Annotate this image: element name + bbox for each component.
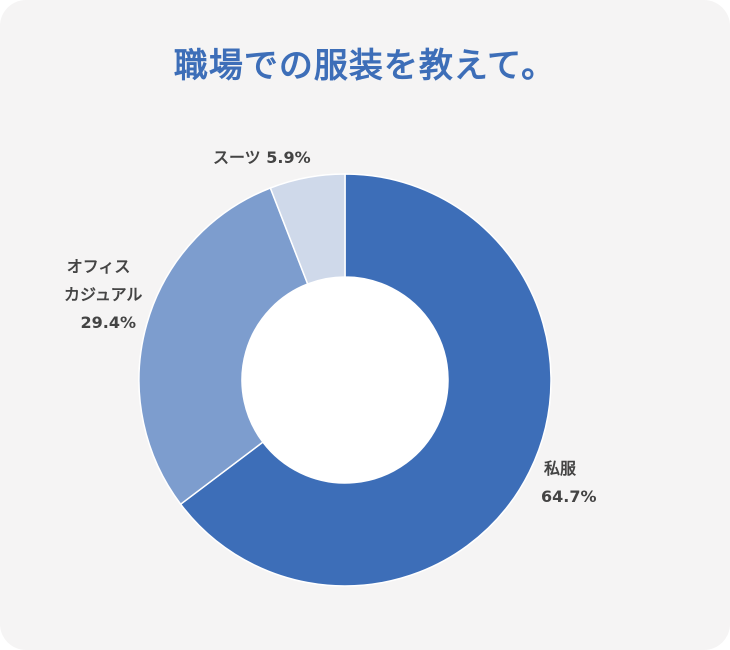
chart-title: 職場での服装を教えて。 — [173, 46, 557, 86]
label-shifuku: 私服 64.7% — [541, 459, 597, 506]
label-shifuku-name: 私服 — [544, 459, 577, 478]
donut-slices — [138, 173, 552, 587]
label-suit-text: スーツ 5.9% — [213, 148, 311, 167]
label-office-casual-value: 29.4% — [80, 313, 136, 332]
label-suit: スーツ 5.9% — [213, 148, 311, 167]
label-office-casual-line2: カジュアル — [64, 285, 142, 304]
label-office-casual: オフィス カジュアル 29.4% — [64, 257, 148, 332]
donut-hole — [242, 277, 448, 483]
slice-labels: 私服 64.7% オフィス カジュアル 29.4% スーツ 5.9% — [64, 148, 597, 506]
label-office-casual-line1: オフィス — [67, 257, 131, 276]
label-shifuku-value: 64.7% — [541, 487, 597, 506]
